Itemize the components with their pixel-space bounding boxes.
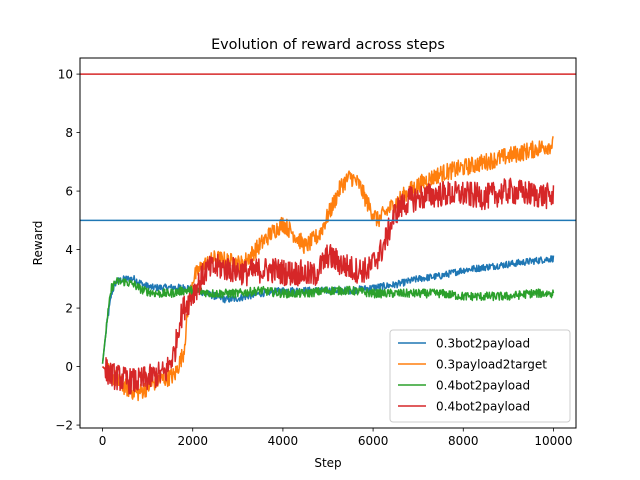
x-axis-label: Step (314, 456, 341, 470)
y-tick-label: −2 (55, 418, 73, 432)
chart-title: Evolution of reward across steps (211, 37, 445, 53)
x-tick-label: 0 (99, 434, 107, 448)
legend-label: 0.3bot2payload (436, 336, 530, 350)
legend-box (389, 329, 571, 423)
y-tick-label: 4 (65, 243, 73, 257)
x-tick-label: 10000 (534, 434, 572, 448)
series-line-3 (101, 277, 555, 364)
x-tick-label: 2000 (177, 434, 208, 448)
plot-area-frame (79, 57, 577, 429)
legend-label: 0.4bot2payload (436, 378, 530, 392)
y-tick-label: 0 (65, 360, 73, 374)
legend-label: 0.4bot2payload (436, 399, 530, 413)
x-axis: 0 2000 4000 6000 8000 10000 (99, 428, 573, 448)
legend-label: 0.3payload2target (436, 357, 547, 371)
y-tick-label: 6 (65, 184, 73, 198)
reference-lines (80, 73, 576, 222)
y-tick-label: 8 (65, 126, 73, 140)
y-tick-label: 10 (58, 67, 73, 81)
series-line-2 (102, 135, 554, 402)
y-axis-label: Reward (31, 221, 45, 266)
y-tick-label: 2 (65, 301, 73, 315)
series-layer (101, 135, 555, 402)
y-axis: −2 0 2 4 6 8 10 (55, 67, 80, 432)
legend: 0.3bot2payload 0.3payload2target 0.4bot2pa… (389, 329, 571, 423)
series-line-4 (102, 177, 555, 395)
x-tick-label: 4000 (268, 434, 299, 448)
x-tick-label: 8000 (448, 434, 479, 448)
x-tick-label: 6000 (358, 434, 389, 448)
